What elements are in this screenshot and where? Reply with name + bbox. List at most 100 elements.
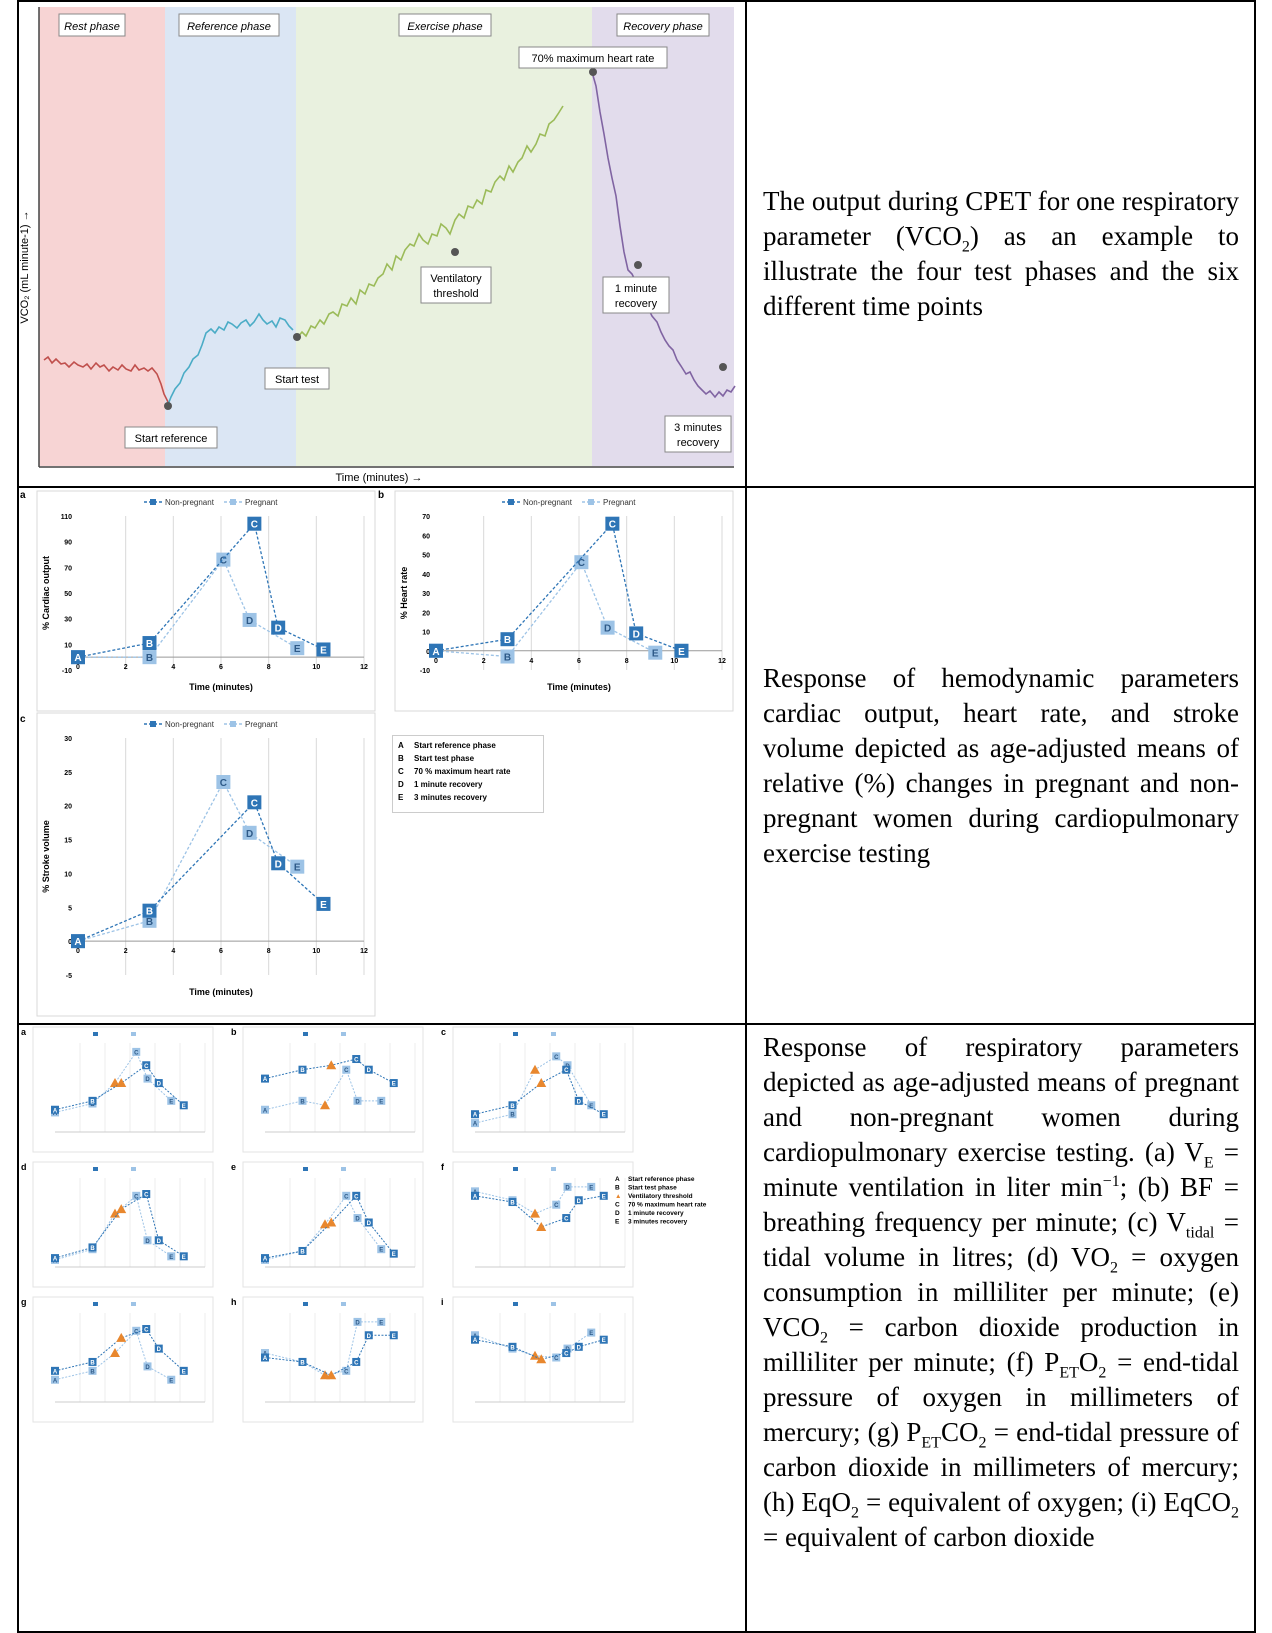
one-minute-label-1: 1 minute xyxy=(615,283,657,295)
point-label: D xyxy=(275,624,282,635)
three-minute-recovery-point xyxy=(719,363,727,371)
panel-letter-c: c xyxy=(20,714,26,725)
mini-nonpregnant-point xyxy=(508,1342,517,1351)
nonpregnant-point xyxy=(316,642,331,657)
mini-nonpregnant-point xyxy=(88,1243,97,1252)
mini-pregnant-point xyxy=(552,1353,561,1362)
mini-legend-pregnant xyxy=(131,1167,136,1171)
legend-pregnant-label: Pregnant xyxy=(245,720,278,729)
mini-point-label: E xyxy=(379,1248,383,1254)
legend-pregnant-marker xyxy=(230,499,236,505)
mini-point-label: E xyxy=(392,1082,396,1088)
start-reference-point xyxy=(164,402,172,410)
legend-pregnant-label: Pregnant xyxy=(245,498,278,507)
pregnant-point xyxy=(216,775,231,790)
reference-phase-label: Reference phase xyxy=(187,21,271,33)
ventilatory-threshold-point xyxy=(451,248,459,256)
respiratory-parameters-figure: aABCDEABCDEbABCDEABCDEcABCDEABCDEdABCDEA… xyxy=(21,1026,707,1423)
mini-point-label: D xyxy=(355,1320,360,1326)
mini-vt-marker xyxy=(116,1204,127,1214)
mini-point-label: E xyxy=(589,1331,593,1337)
y-tick-label: 60 xyxy=(422,533,430,540)
fig3-key-letter: E xyxy=(615,1219,620,1226)
mini-nonpregnant-point xyxy=(179,1101,188,1110)
legend-pregnant-label: Pregnant xyxy=(603,498,636,507)
pregnant-point xyxy=(574,555,589,570)
mini-legend-pregnant xyxy=(341,1167,346,1171)
mini-nonpregnant-point xyxy=(142,1325,151,1334)
x-tick-label: 8 xyxy=(625,658,629,665)
x-tick-label: 8 xyxy=(267,948,271,955)
mini-legend-pregnant xyxy=(341,1032,346,1036)
y-tick-label: 30 xyxy=(422,591,430,598)
row-divider-2-left xyxy=(17,1023,745,1025)
pregnant-point xyxy=(290,859,305,874)
x-tick-label: 6 xyxy=(219,948,223,955)
mini-vt-marker xyxy=(116,1332,127,1342)
x-tick-label: 0 xyxy=(434,658,438,665)
nonpregnant-point xyxy=(500,632,515,647)
mini-nonpregnant-point xyxy=(364,1218,373,1227)
mini-vt-marker xyxy=(530,1064,540,1074)
one-minute-recovery-point xyxy=(634,261,642,269)
key-text: 1 minute recovery xyxy=(414,780,483,789)
mini-point-label: A xyxy=(53,1111,58,1117)
mini-vt-marker xyxy=(110,1348,120,1358)
mini-point-label: E xyxy=(379,1320,383,1326)
mini-point-label: C xyxy=(144,1193,149,1199)
y-tick-label: 10 xyxy=(422,630,430,637)
mini-nonpregnant-point xyxy=(298,1357,307,1366)
x-axis-label: Time (minutes) xyxy=(189,987,253,997)
mini-pregnant-point xyxy=(377,1317,386,1326)
mini-vt-marker xyxy=(110,1208,120,1218)
fig3-key-letter: A xyxy=(615,1176,620,1183)
mini-pregnant-point xyxy=(342,1191,351,1200)
point-label: C xyxy=(251,798,258,809)
mini-panel-letter: c xyxy=(441,1027,446,1037)
x-tick-label: 2 xyxy=(124,948,128,955)
mini-nonpregnant-line xyxy=(54,1064,185,1111)
mini-point-label: A xyxy=(53,1257,58,1263)
mini-panel-letter: a xyxy=(21,1027,27,1037)
y-tick-label: 40 xyxy=(422,572,430,579)
mini-pregnant-line xyxy=(474,1332,592,1359)
mini-point-label: B xyxy=(90,1246,95,1252)
mini-pregnant-point xyxy=(552,1200,561,1209)
y-tick-label: 50 xyxy=(64,591,72,598)
mini-nonpregnant-point xyxy=(562,1349,571,1358)
mini-pregnant-point xyxy=(342,1366,351,1375)
nonpregnant-point xyxy=(629,626,644,641)
mini-point-label: E xyxy=(169,1255,173,1261)
mini-legend-nonpregnant xyxy=(93,1032,98,1036)
mini-nonpregnant-point xyxy=(298,1246,307,1255)
x-axis-label: Time (minutes) xyxy=(547,682,611,692)
mini-nonpregnant-point xyxy=(154,1236,163,1245)
mini-point-label: D xyxy=(145,1239,150,1245)
mini-legend-pregnant xyxy=(341,1302,346,1306)
x-tick-label: 10 xyxy=(670,658,678,665)
start-reference-label: Start reference xyxy=(135,433,208,445)
y-tick-label: 20 xyxy=(64,804,72,811)
y-tick-label: 70 xyxy=(64,565,72,572)
mini-vt-marker xyxy=(536,1221,547,1231)
mini-nonpregnant-point xyxy=(508,1198,517,1207)
mini-point-label: A xyxy=(263,1108,268,1114)
one-minute-label-2: recovery xyxy=(615,298,658,310)
mini-nonpregnant-line xyxy=(474,1195,604,1228)
point-label: C xyxy=(220,778,227,789)
mini-panel-border xyxy=(242,1161,424,1288)
pregnant-point xyxy=(290,641,305,656)
mini-pregnant-point xyxy=(342,1065,351,1074)
y-tick-label: 0 xyxy=(426,649,430,656)
y-axis-label: % Cardiac output xyxy=(41,556,51,630)
mini-pregnant-point xyxy=(167,1252,176,1261)
fig3-key: A Start reference phase B Start test phase ▲… xyxy=(615,1176,707,1226)
nonpregnant-point xyxy=(271,856,286,871)
mini-vt-marker xyxy=(536,1078,547,1088)
mini-nonpregnant-point xyxy=(574,1196,583,1205)
mini-nonpregnant-point xyxy=(389,1249,398,1258)
mini-panel-border xyxy=(32,1026,214,1153)
mini-point-label: E xyxy=(602,1338,606,1344)
legend-nonpregnant-marker xyxy=(150,499,156,505)
mini-nonpregnant-point xyxy=(51,1105,59,1114)
